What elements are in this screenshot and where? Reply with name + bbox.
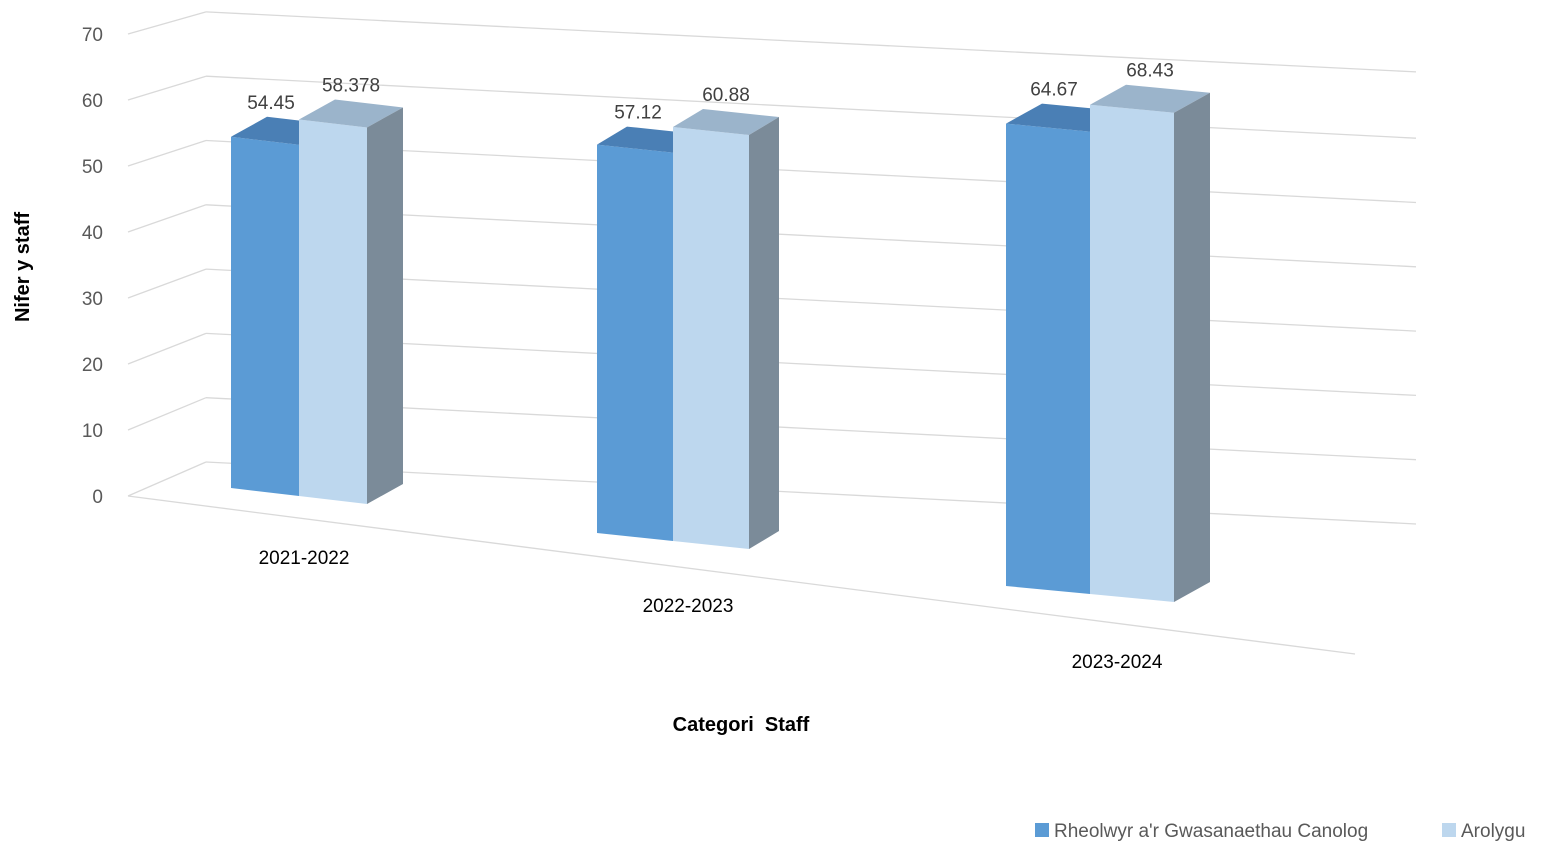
data-label: 64.67: [1030, 80, 1078, 101]
gridline-back-10: [205, 397, 1417, 461]
legend: Rheolwyr a'r Gwasanaethau Canolog Arolyg…: [1035, 821, 1525, 842]
bar-side-2021-2022: [367, 107, 403, 504]
gridline-left-40: [127, 204, 207, 233]
bar-top-2-2022-2023: [673, 109, 779, 136]
bar-1-2021-2022: [231, 136, 299, 497]
y-tick-label: 10: [82, 421, 103, 442]
y-tick-label: 0: [92, 487, 103, 508]
bar-2-2021-2022: [299, 119, 367, 504]
gridline-left-50: [127, 139, 207, 167]
legend-label-series-2: Arolygu: [1461, 821, 1525, 842]
y-tick-label: 50: [82, 157, 103, 178]
gridline-back-0: [205, 461, 1417, 525]
data-label: 57.12: [614, 103, 662, 124]
gridline-left-60: [127, 75, 207, 101]
y-tick-label: 70: [82, 25, 103, 46]
gridline-left-0: [127, 461, 207, 497]
x-axis-title: Categori Staff: [673, 714, 810, 736]
x-axis-categories: 2021-2022 2022-2023 2023-2024: [259, 548, 1163, 673]
bar-top-2-2021-2022: [299, 99, 403, 128]
gridline-back-30: [205, 268, 1417, 332]
bar-2-2022-2023: [673, 127, 749, 550]
y-axis-ticks: 0 10 20 30 40 50 60 70: [82, 25, 103, 508]
y-tick-label: 60: [82, 91, 103, 112]
gridline-back-70: [205, 11, 1417, 73]
bars: [231, 84, 1210, 603]
gridlines: [127, 11, 1417, 655]
gridline-left-30: [127, 268, 207, 299]
legend-swatch-series-2: [1442, 823, 1456, 837]
data-labels: 54.45 58.378 57.12 60.88 64.67 68.43: [247, 61, 1174, 124]
data-label: 60.88: [702, 85, 750, 106]
bar-side-2022-2023: [749, 117, 779, 550]
bar-2-2023-2024: [1090, 104, 1174, 603]
bar-1-2023-2024: [1006, 123, 1090, 594]
data-label: 58.378: [322, 75, 380, 96]
gridline-back-50: [205, 139, 1417, 204]
y-axis-title: Nifer y staff: [12, 212, 34, 322]
data-label: 54.45: [247, 93, 295, 114]
bar-1-2022-2023: [597, 144, 673, 542]
gridline-left-70: [127, 11, 207, 35]
legend-label-series-1: Rheolwyr a'r Gwasanaethau Canolog: [1054, 821, 1368, 842]
x-tick-label: 2022-2023: [643, 596, 734, 617]
floor-front-edge: [127, 495, 1356, 655]
gridline-back-40: [205, 204, 1417, 268]
gridline-back-20: [205, 332, 1417, 397]
gridline-left-20: [127, 332, 207, 365]
y-tick-label: 30: [82, 289, 103, 310]
data-label: 68.43: [1126, 61, 1174, 82]
bar-side-2023-2024: [1174, 92, 1210, 603]
gridline-left-10: [127, 397, 207, 431]
y-tick-label: 40: [82, 223, 103, 244]
y-tick-label: 20: [82, 355, 103, 376]
bar-top-2-2023-2024: [1090, 84, 1210, 113]
legend-swatch-series-1: [1035, 823, 1049, 837]
gridline-back-60: [205, 75, 1417, 139]
x-tick-label: 2023-2024: [1072, 652, 1163, 673]
x-tick-label: 2021-2022: [259, 548, 350, 569]
